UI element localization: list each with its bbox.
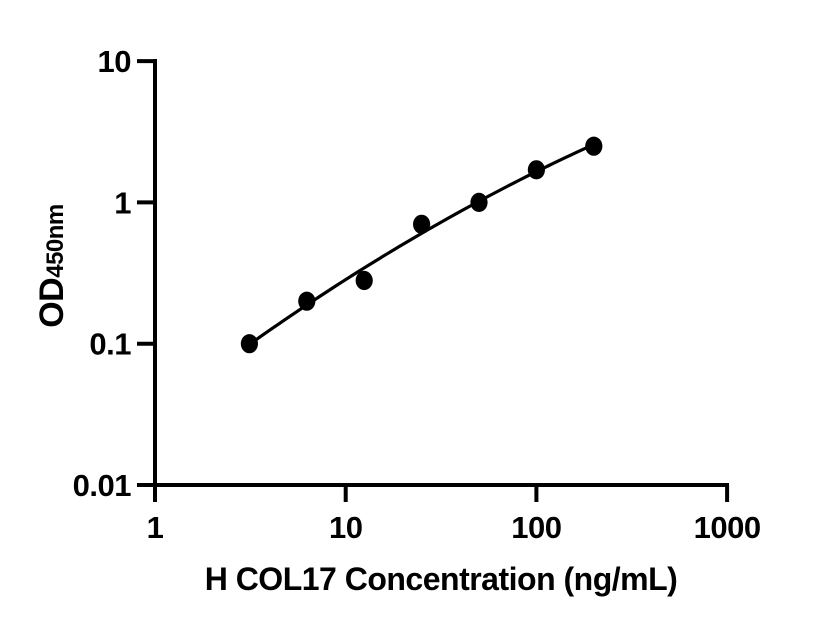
y-tick-label: 0.1	[89, 327, 131, 362]
y-axis-title-main: OD	[33, 278, 71, 328]
data-point	[527, 160, 546, 180]
y-axis-ticks	[137, 59, 155, 487]
y-tick-label: 0.01	[73, 468, 132, 503]
data-point	[240, 334, 258, 354]
x-tick-label: 1	[147, 510, 164, 545]
data-point	[298, 291, 316, 311]
x-axis-ticks	[153, 485, 730, 502]
x-axis-tick-labels: 1 10 100 1000	[147, 510, 761, 545]
y-tick-label: 10	[98, 44, 131, 79]
y-axis-tick-labels: 10 1 0.1 0.01	[73, 44, 132, 503]
data-point	[413, 214, 431, 234]
x-tick-label: 10	[329, 510, 362, 545]
data-point	[585, 136, 603, 156]
axes	[153, 59, 729, 487]
x-tick-label: 100	[511, 510, 561, 545]
data-point	[470, 192, 488, 212]
x-tick-label: 1000	[694, 510, 761, 545]
x-axis-title: H COL17 Concentration (ng/mL)	[205, 561, 678, 597]
y-axis-title: OD450nm	[33, 204, 71, 328]
data-points	[240, 136, 603, 354]
data-point	[355, 270, 373, 291]
y-tick-label: 1	[114, 185, 131, 220]
y-axis-title-subscript: 450nm	[42, 204, 69, 278]
